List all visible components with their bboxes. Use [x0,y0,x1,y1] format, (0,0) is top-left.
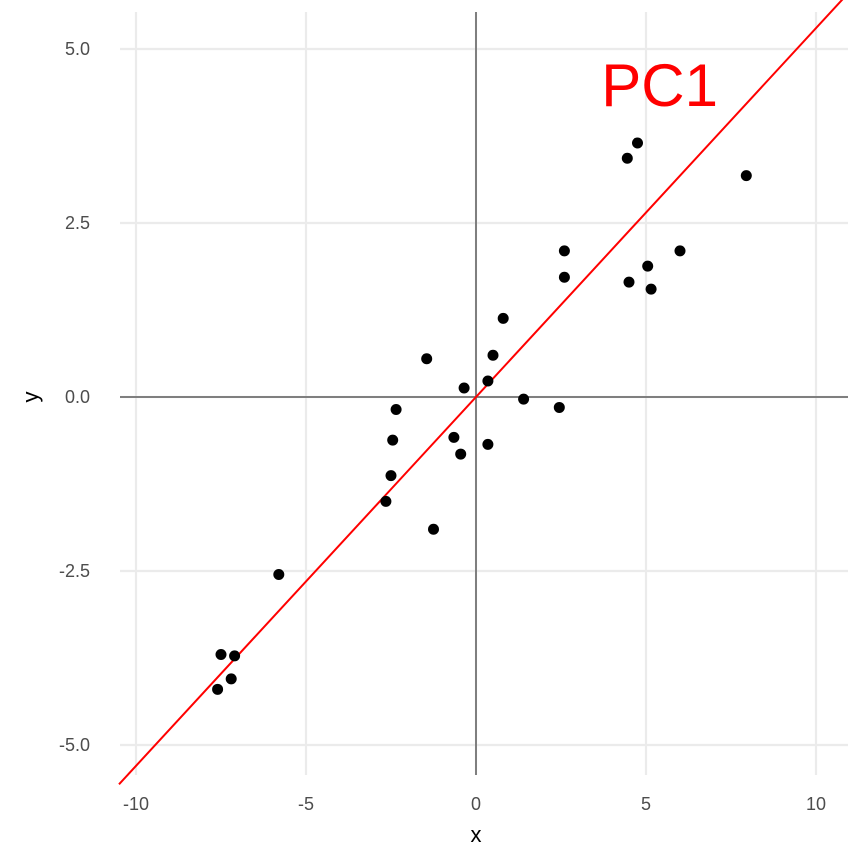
grid-lines [120,12,848,775]
x-tick-label: 10 [806,794,826,814]
data-point [428,523,439,535]
x-tick-label: 0 [471,794,481,814]
data-point [497,312,509,324]
data-point [482,375,494,387]
x-tick-label: -5 [298,794,314,814]
data-point [621,152,633,164]
data-point [448,431,460,443]
data-point [212,683,224,695]
data-point [225,673,237,685]
data-points [212,137,752,695]
x-tick-label: -10 [123,794,149,814]
pc1-line-group [118,0,844,786]
x-axis-title: x [471,822,482,847]
y-tick-label: 2.5 [65,213,90,233]
data-point [421,353,433,365]
data-point [645,283,657,295]
data-point [674,245,686,257]
reference-lines [120,12,848,775]
tick-labels: -10 -5 0 5 10 -5.0 -2.5 0.0 2.5 5.0 [59,39,826,814]
y-tick-label: 0.0 [65,387,90,407]
data-point [455,448,467,460]
data-point [385,470,397,482]
data-point [632,137,643,149]
data-point [273,568,285,580]
pc1-annotation: PC1 [601,52,718,119]
data-point [390,404,402,416]
y-axis-title: y [18,392,43,403]
y-tick-label: -5.0 [59,735,90,755]
x-tick-label: 5 [641,794,651,814]
data-point [642,260,654,272]
data-point [229,650,241,662]
data-point [487,349,499,361]
data-point [458,382,470,394]
pc1-line [118,0,844,786]
data-point [387,434,399,446]
data-point [518,393,530,405]
data-point [740,170,752,182]
data-point [558,245,570,257]
data-point [215,649,227,661]
data-point [482,438,494,450]
y-tick-label: 5.0 [65,39,90,59]
data-point [380,495,392,507]
data-point [558,271,570,283]
data-point [553,401,565,413]
y-tick-label: -2.5 [59,561,90,581]
data-point [623,276,635,288]
